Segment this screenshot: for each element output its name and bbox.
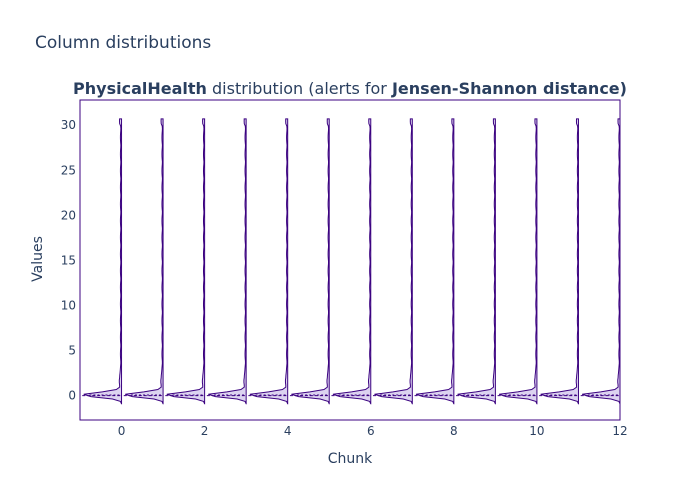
violin-shape: [291, 118, 330, 405]
y-tick-label: 10: [61, 299, 76, 313]
violin-chunk-1: [123, 118, 164, 405]
chart-title: PhysicalHealth distribution (alerts for …: [73, 79, 627, 98]
violin-shape: [374, 118, 413, 405]
chart-title-part: PhysicalHealth: [73, 79, 207, 98]
violin-chunk-12: [580, 118, 621, 405]
violin-shape: [249, 118, 289, 405]
violin-shape: [332, 118, 372, 405]
x-tick-label: 4: [284, 424, 292, 438]
y-axis-title: Values: [30, 236, 46, 282]
y-tick-label: 15: [61, 253, 76, 267]
violin-shape: [415, 118, 455, 405]
violin-shape: [208, 118, 247, 405]
axes: 0 5 10 15 20 25 30 0 2 4 6 8 10 12: [61, 99, 628, 438]
page-title: Column distributions: [35, 33, 212, 53]
y-tick-label: 20: [61, 208, 76, 222]
x-tick-label: 2: [201, 424, 209, 438]
violin-shape: [457, 118, 496, 405]
x-tick-label: 12: [612, 424, 627, 438]
y-tick-label: 5: [68, 344, 76, 358]
x-tick-label: 10: [529, 424, 544, 438]
violin-chunk-4: [248, 118, 289, 405]
violin-chunk-11: [539, 118, 579, 405]
violin-chunk-2: [165, 118, 206, 405]
chart-title-part: distribution (alerts for: [207, 79, 392, 98]
y-tick-label: 30: [61, 118, 76, 132]
y-tick-label: 0: [68, 389, 76, 403]
violin-shape: [582, 118, 621, 405]
violin-shape: [125, 118, 164, 405]
violin-chunk-5: [289, 118, 330, 405]
violin-shape: [498, 118, 538, 405]
violin-shape: [540, 118, 579, 405]
violin-chunk-3: [206, 118, 247, 405]
violin-shape: [83, 118, 123, 405]
x-tick-label: 0: [118, 424, 126, 438]
violin-chunk-8: [414, 118, 455, 405]
violin-shape: [166, 118, 206, 405]
violin-chunk-6: [331, 118, 372, 405]
violin-chunk-9: [456, 118, 496, 405]
chart-title-part: Jensen-Shannon distance): [391, 79, 627, 98]
violins: [82, 118, 621, 405]
violin-chunk-7: [372, 118, 413, 405]
violin-chunk-10: [497, 118, 538, 405]
x-tick-label: 8: [450, 424, 458, 438]
violin-chunk-0: [82, 118, 123, 405]
x-tick-label: 6: [367, 424, 375, 438]
y-tick-label: 25: [61, 163, 76, 177]
plot-frame: [79, 99, 621, 421]
x-axis-title: Chunk: [328, 451, 373, 467]
